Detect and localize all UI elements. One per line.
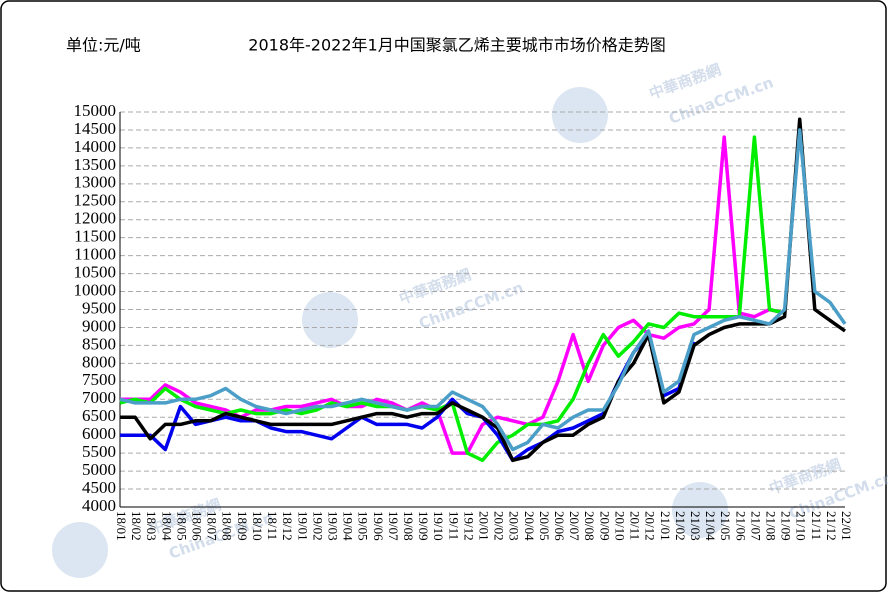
- x-tick-label: 18/11: [265, 511, 280, 540]
- x-tick-label: 19/07: [386, 511, 401, 541]
- x-tick-label: 20/11: [628, 511, 643, 540]
- y-tick-label: 13500: [74, 155, 117, 174]
- x-tick-label: 20/02: [492, 511, 507, 541]
- x-tick-label: 18/12: [280, 511, 295, 541]
- x-tick-label: 20/05: [537, 511, 552, 541]
- x-tick-label: 18/06: [190, 511, 205, 541]
- x-tick-label: 18/08: [220, 511, 235, 541]
- watermark-globe: [52, 522, 108, 578]
- x-tick-label: 21/02: [673, 511, 688, 541]
- x-tick-label: 21/10: [794, 511, 809, 541]
- x-tick-label: 19/02: [310, 511, 325, 541]
- series-line: [120, 117, 847, 463]
- x-tick-label: 21/07: [748, 511, 763, 541]
- x-tick-label: 21/09: [779, 511, 794, 541]
- watermark-globe: [302, 292, 358, 348]
- x-tick-label: 19/11: [446, 511, 461, 540]
- x-tick-label: 18/05: [174, 511, 189, 541]
- unit-label: 单位:元/吨: [66, 36, 141, 55]
- y-tick-label: 5500: [82, 442, 116, 461]
- y-tick-label: 9500: [82, 298, 116, 317]
- x-tick-label: 19/01: [295, 511, 310, 541]
- y-tick-label: 7500: [82, 370, 116, 389]
- x-tick-label: 22/01: [839, 511, 854, 541]
- x-tick-label: 19/05: [356, 511, 371, 541]
- y-tick-label: 5000: [82, 460, 116, 479]
- y-tick-label: 11000: [74, 245, 116, 264]
- x-tick-label: 19/12: [461, 511, 476, 541]
- x-tick-label: 18/01: [114, 511, 129, 541]
- x-tick-label: 20/07: [567, 511, 582, 541]
- x-tick-label: 20/09: [597, 511, 612, 541]
- x-tick-label: 19/03: [325, 511, 340, 541]
- y-tick-label: 4000: [82, 496, 116, 515]
- x-tick-label: 18/02: [129, 511, 144, 541]
- y-tick-label: 10000: [74, 280, 117, 299]
- y-tick-label: 12000: [74, 209, 117, 228]
- x-tick-label: 21/04: [703, 511, 718, 541]
- x-tick-label: 20/10: [612, 511, 627, 541]
- x-tick-label: 21/11: [809, 511, 824, 540]
- x-tick-label: 20/12: [643, 511, 658, 541]
- y-tick-label: 14500: [74, 119, 117, 138]
- x-tick-label: 21/01: [658, 511, 673, 541]
- x-tick-label: 20/01: [477, 511, 492, 541]
- x-tick-label: 18/09: [235, 511, 250, 541]
- x-tick-label: 20/04: [522, 511, 537, 541]
- watermark-globe: [672, 482, 728, 538]
- y-tick-label: 8000: [82, 352, 116, 371]
- y-tick-label: 6000: [82, 424, 116, 443]
- x-tick-label: 21/05: [718, 511, 733, 541]
- y-tick-label: 13000: [74, 173, 117, 192]
- x-tick-label: 18/03: [144, 511, 159, 541]
- x-tick-label: 18/10: [250, 511, 265, 541]
- x-tick-label: 18/04: [159, 511, 174, 541]
- x-tick-label: 18/07: [205, 511, 220, 541]
- x-tick-label: 19/09: [416, 511, 431, 541]
- x-tick-label: 19/04: [341, 511, 356, 541]
- y-tick-label: 15000: [74, 101, 117, 120]
- y-tick-label: 11500: [74, 227, 116, 246]
- y-tick-label: 10500: [74, 262, 117, 281]
- x-tick-label: 20/06: [552, 511, 567, 541]
- x-tick-label: 20/03: [507, 511, 522, 541]
- y-tick-label: 4500: [82, 478, 116, 497]
- x-tick-label: 21/08: [763, 511, 778, 541]
- x-tick-label: 21/06: [733, 511, 748, 541]
- x-tick-label: 19/08: [401, 511, 416, 541]
- y-tick-label: 7000: [82, 388, 116, 407]
- x-tick-label: 19/06: [371, 511, 386, 541]
- x-tick-label: 20/08: [582, 511, 597, 541]
- x-tick-label: 21/12: [824, 511, 839, 541]
- y-tick-label: 14000: [74, 137, 117, 156]
- y-tick-label: 12500: [74, 191, 117, 210]
- y-tick-label: 8500: [82, 334, 116, 353]
- x-tick-label: 19/10: [431, 511, 446, 541]
- y-tick-label: 9000: [82, 316, 116, 335]
- x-tick-label: 21/03: [688, 511, 703, 541]
- y-tick-label: 6500: [82, 406, 116, 425]
- watermark-globe: [552, 87, 608, 143]
- chart-title: 2018年-2022年1月中国聚氯乙烯主要城市市场价格走势图: [248, 36, 665, 55]
- series-line: [119, 128, 847, 452]
